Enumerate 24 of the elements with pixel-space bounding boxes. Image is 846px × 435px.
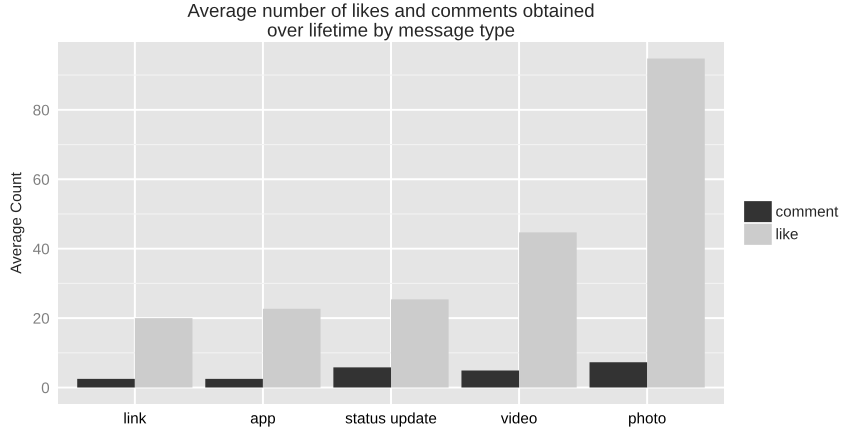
x-tick-label: video [500, 412, 537, 424]
x-tick-label: photo [629, 412, 666, 427]
y-tick-label: 60 [33, 174, 50, 185]
bar [134, 318, 192, 388]
bar [590, 362, 648, 388]
legend-label: like [776, 228, 798, 240]
bar [77, 378, 135, 388]
bar [647, 58, 705, 388]
x-tick-label: app [250, 415, 276, 427]
y-axis-title: Average Count [10, 172, 24, 274]
x-tick-label: link [124, 412, 146, 424]
bar [262, 308, 321, 388]
y-tick-label: 0 [42, 382, 50, 394]
bar [205, 378, 263, 388]
y-tick-label: 20 [33, 312, 50, 324]
bar [519, 232, 577, 388]
bar [461, 370, 520, 388]
y-tick-label: 40 [33, 244, 50, 254]
y-tick-label: 80 [33, 104, 50, 116]
bar [333, 367, 391, 388]
legend-label: comment [776, 206, 838, 217]
x-tick-label: status update [346, 412, 436, 427]
bar [391, 299, 449, 388]
chart-title: Average number of likes and comments obtained over lifetime by message type [187, 3, 594, 40]
